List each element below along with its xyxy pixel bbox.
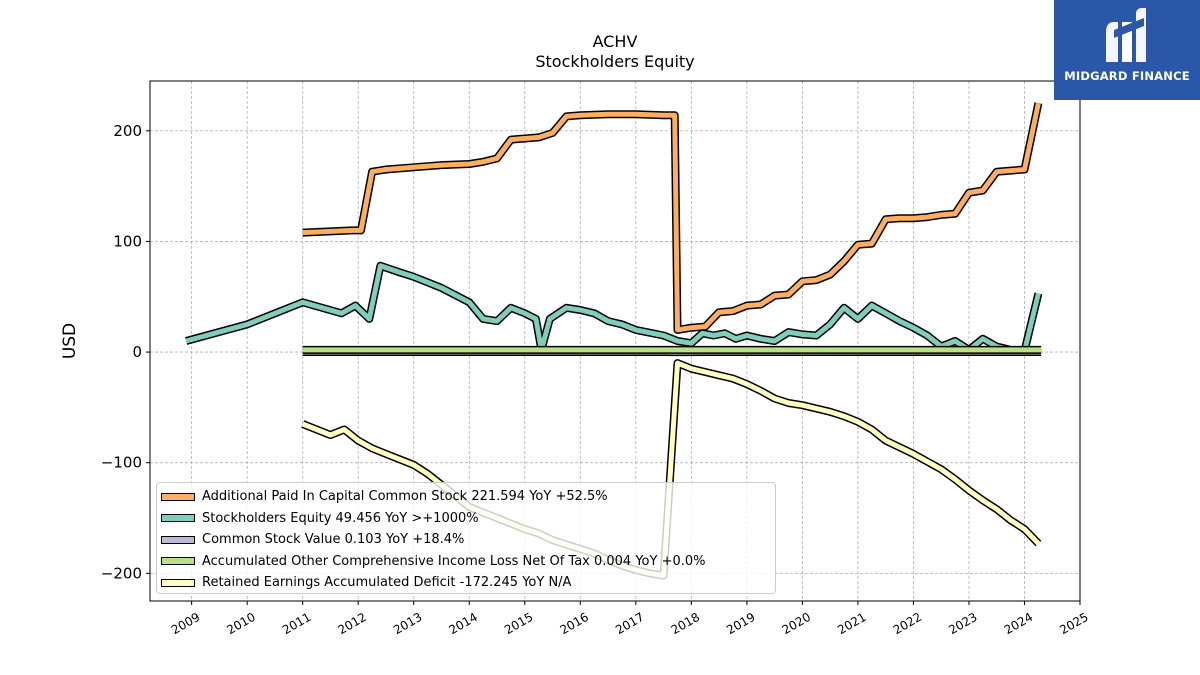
legend-swatch <box>161 578 195 587</box>
x-tick-label: 2015 <box>502 610 535 637</box>
x-tick-label: 2014 <box>447 610 480 637</box>
y-tick-label: −200 <box>101 564 142 582</box>
series-stockholders-equity <box>185 261 1043 355</box>
legend-item: Stockholders Equity 49.456 YoY >+1000% <box>160 508 775 530</box>
legend-item: Retained Earnings Accumulated Deficit -1… <box>160 572 775 594</box>
plot-frame <box>149 80 1081 602</box>
x-tick-label: 2025 <box>1057 610 1090 637</box>
legend-item: Additional Paid In Capital Common Stock … <box>160 486 775 508</box>
series-line <box>301 360 1041 579</box>
x-tick-label: 2017 <box>613 610 646 637</box>
x-tick-label: 2018 <box>669 610 702 637</box>
midgard-logo-icon <box>1106 8 1146 62</box>
legend-label: Accumulated Other Comprehensive Income L… <box>202 553 706 569</box>
legend-label: Stockholders Equity 49.456 YoY >+1000% <box>202 510 479 526</box>
legend-item: Accumulated Other Comprehensive Income L… <box>160 551 775 573</box>
y-tick-label: −100 <box>101 454 142 472</box>
legend-label: Additional Paid In Capital Common Stock … <box>202 489 608 505</box>
y-tick-label: 200 <box>113 122 142 140</box>
series-retained-earnings-accumulated-deficit <box>301 359 1042 580</box>
series-additional-paid-in-capital-common-stock <box>302 102 1043 334</box>
x-tick-label: 2023 <box>946 610 979 637</box>
legend-label: Retained Earnings Accumulated Deficit -1… <box>202 575 572 591</box>
x-tick-label: 2012 <box>335 610 368 637</box>
brand-name: MIDGARD FINANCE <box>1064 69 1190 83</box>
x-tick-label: 2022 <box>891 610 924 637</box>
legend-swatch <box>161 557 195 566</box>
legend-swatch <box>161 492 195 501</box>
legend-swatch <box>161 514 195 523</box>
y-tick-label: 100 <box>113 232 142 250</box>
y-axis-label: USD <box>60 323 80 359</box>
x-tick-label: 2021 <box>835 610 868 637</box>
legend-swatch <box>161 535 195 544</box>
x-tick-label: 2024 <box>1002 610 1035 637</box>
legend-label: Common Stock Value 0.103 YoY +18.4% <box>202 532 465 548</box>
legend: Additional Paid In Capital Common Stock … <box>156 482 776 594</box>
x-tick-label: 2019 <box>724 610 757 637</box>
series-line <box>185 263 1041 354</box>
chart-subtitle: Stockholders Equity <box>535 52 695 71</box>
series-lines <box>185 102 1043 580</box>
y-tick-label: 0 <box>132 343 142 361</box>
x-tick-label: 2009 <box>169 610 202 637</box>
x-tick-label: 2013 <box>391 610 424 637</box>
x-tick-label: 2016 <box>558 610 591 637</box>
x-tick-label: 2011 <box>280 610 313 637</box>
chart-title: ACHV <box>592 32 638 51</box>
series-line <box>302 102 1041 333</box>
x-tick-label: 2020 <box>780 610 813 637</box>
x-tick-label: 2010 <box>224 610 257 637</box>
legend-item: Common Stock Value 0.103 YoY +18.4% <box>160 529 775 551</box>
brand-logo: MIDGARD FINANCE <box>1054 0 1200 100</box>
